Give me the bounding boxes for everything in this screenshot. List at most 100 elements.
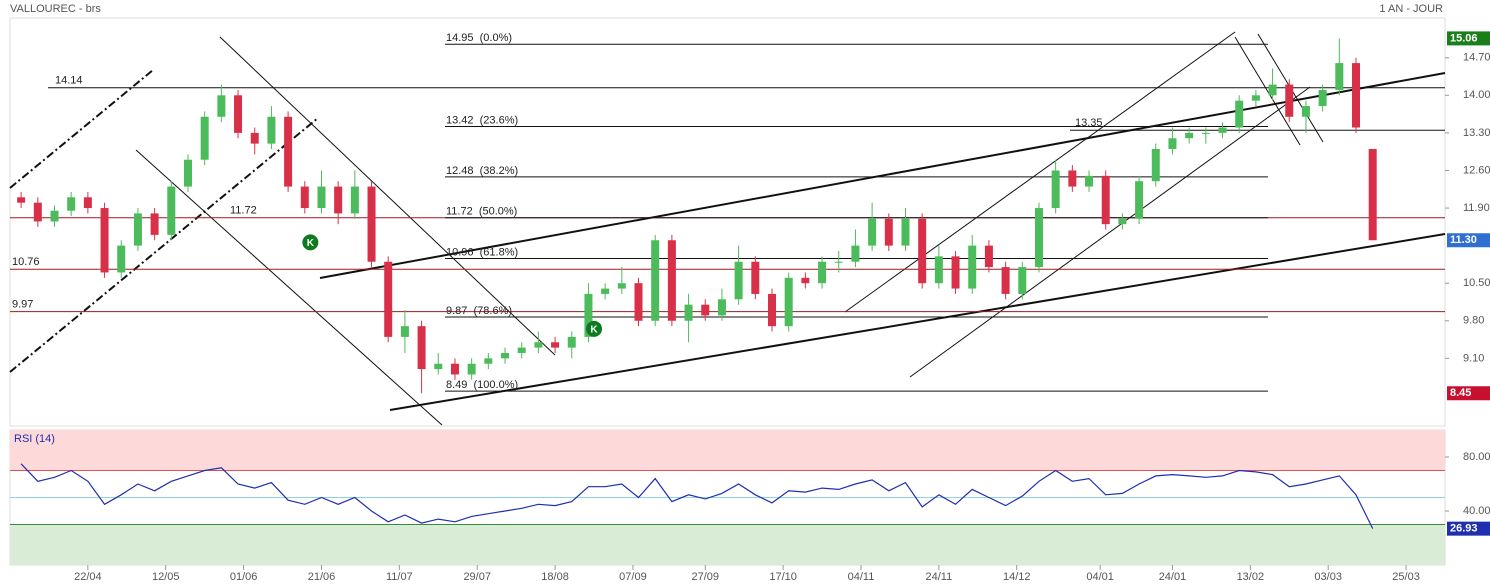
- oversold-zone: [10, 524, 1445, 565]
- y-tick-label: 9.10: [1463, 352, 1484, 364]
- candle-body: [1018, 267, 1027, 294]
- candle-body: [434, 363, 443, 370]
- candle-body: [968, 245, 977, 289]
- candle-body: [1085, 175, 1094, 187]
- candle-body: [50, 210, 59, 222]
- candle-body: [1268, 84, 1277, 96]
- x-tick-label: 29/07: [463, 571, 491, 583]
- candle-body: [934, 256, 943, 284]
- candle-body: [217, 95, 226, 117]
- candle-body: [100, 208, 109, 273]
- candle-body: [751, 261, 760, 294]
- y-tick-label: 80.00: [1463, 451, 1490, 463]
- period: 1 AN - JOUR: [1379, 3, 1443, 15]
- candle-body: [250, 132, 259, 144]
- price-label: 8.45: [1450, 387, 1471, 399]
- overbought-zone: [10, 430, 1445, 471]
- fib-label: 13.42 (23.6%): [446, 114, 518, 126]
- candle-body: [634, 283, 643, 321]
- candle-body: [33, 202, 42, 222]
- candle-body: [567, 336, 576, 348]
- fib-label: 14.95 (0.0%): [446, 32, 512, 44]
- event-label: K: [590, 324, 598, 335]
- candle-body: [1101, 175, 1110, 225]
- candle-body: [1068, 170, 1077, 187]
- candle-body: [501, 352, 510, 359]
- y-tick-label: 12.60: [1463, 164, 1490, 176]
- candle-body: [467, 363, 476, 375]
- candle-body: [1251, 95, 1260, 101]
- candle-body: [1135, 181, 1144, 219]
- candle-body: [200, 116, 209, 160]
- candle-body: [1118, 218, 1127, 225]
- x-tick-label: 11/07: [386, 571, 413, 583]
- candle-body: [1051, 170, 1060, 209]
- level-label: 14.14: [55, 75, 83, 87]
- x-tick-label: 12/05: [152, 571, 180, 583]
- chart-title: VALLOUREC - brs: [10, 3, 101, 15]
- candle-body: [601, 288, 610, 294]
- candle-body: [317, 186, 326, 209]
- candle-body: [1218, 127, 1227, 133]
- candle-body: [901, 218, 910, 246]
- candle-body: [67, 197, 76, 211]
- x-tick-label: 25/03: [1392, 571, 1420, 583]
- x-tick-label: 24/01: [1159, 571, 1187, 583]
- candle-body: [1301, 106, 1310, 117]
- level-label: 13.35: [1075, 117, 1103, 129]
- price-label: 15.06: [1450, 32, 1478, 44]
- x-tick-label: 07/09: [619, 571, 647, 583]
- event-marker: [586, 320, 603, 337]
- candle-body: [717, 299, 726, 316]
- candle-body: [834, 261, 843, 263]
- candle-body: [300, 186, 309, 209]
- candle-body: [1151, 148, 1160, 182]
- x-tick-label: 22/04: [74, 571, 102, 583]
- y-tick-label: 14.00: [1463, 89, 1490, 101]
- candle-body: [1335, 63, 1344, 90]
- candle-body: [651, 240, 660, 321]
- rsi-last-box: [1447, 521, 1490, 536]
- candle-body: [667, 240, 676, 321]
- candle-body: [767, 293, 776, 327]
- price-label: 11.30: [1450, 234, 1477, 246]
- x-tick-label: 04/11: [848, 571, 875, 583]
- candle-body: [1352, 63, 1361, 128]
- x-tick-label: 03/03: [1314, 571, 1342, 583]
- candle-body: [117, 245, 126, 273]
- candle-body: [984, 245, 993, 268]
- candle-body: [617, 283, 626, 289]
- candle-body: [334, 186, 343, 214]
- candle-body: [951, 256, 960, 289]
- candle-body: [1235, 100, 1244, 128]
- candle-body: [234, 95, 243, 133]
- y-tick-label: 10.50: [1463, 277, 1490, 289]
- event-label: K: [307, 238, 315, 249]
- candle-body: [1001, 267, 1010, 294]
- candle-body: [551, 342, 560, 348]
- candle-body: [818, 261, 827, 284]
- candle-body: [183, 159, 192, 187]
- x-tick-label: 01/06: [230, 571, 258, 583]
- x-tick-label: 14/12: [1003, 571, 1031, 583]
- y-tick-label: 9.80: [1463, 315, 1484, 327]
- rsi-title: RSI (14): [14, 433, 55, 445]
- y-tick-label: 40.00: [1463, 505, 1490, 517]
- candle-body: [784, 277, 793, 327]
- candle-body: [384, 261, 393, 337]
- x-tick-label: 18/08: [541, 571, 569, 583]
- x-tick-label: 13/02: [1237, 571, 1265, 583]
- candle-body: [150, 213, 159, 235]
- rsi-last-label: 26.93: [1450, 523, 1478, 535]
- candle-body: [284, 116, 293, 187]
- level-label: 9.97: [12, 299, 33, 311]
- candle-body: [267, 116, 276, 144]
- candle-body: [534, 342, 543, 348]
- candle-body: [584, 293, 593, 337]
- candle-body: [450, 363, 459, 375]
- fib-label: 12.48 (38.2%): [446, 165, 518, 177]
- candle-body: [484, 358, 493, 364]
- candle-body: [701, 304, 710, 316]
- candle-body: [801, 277, 810, 284]
- level-label: 10.76: [12, 256, 40, 268]
